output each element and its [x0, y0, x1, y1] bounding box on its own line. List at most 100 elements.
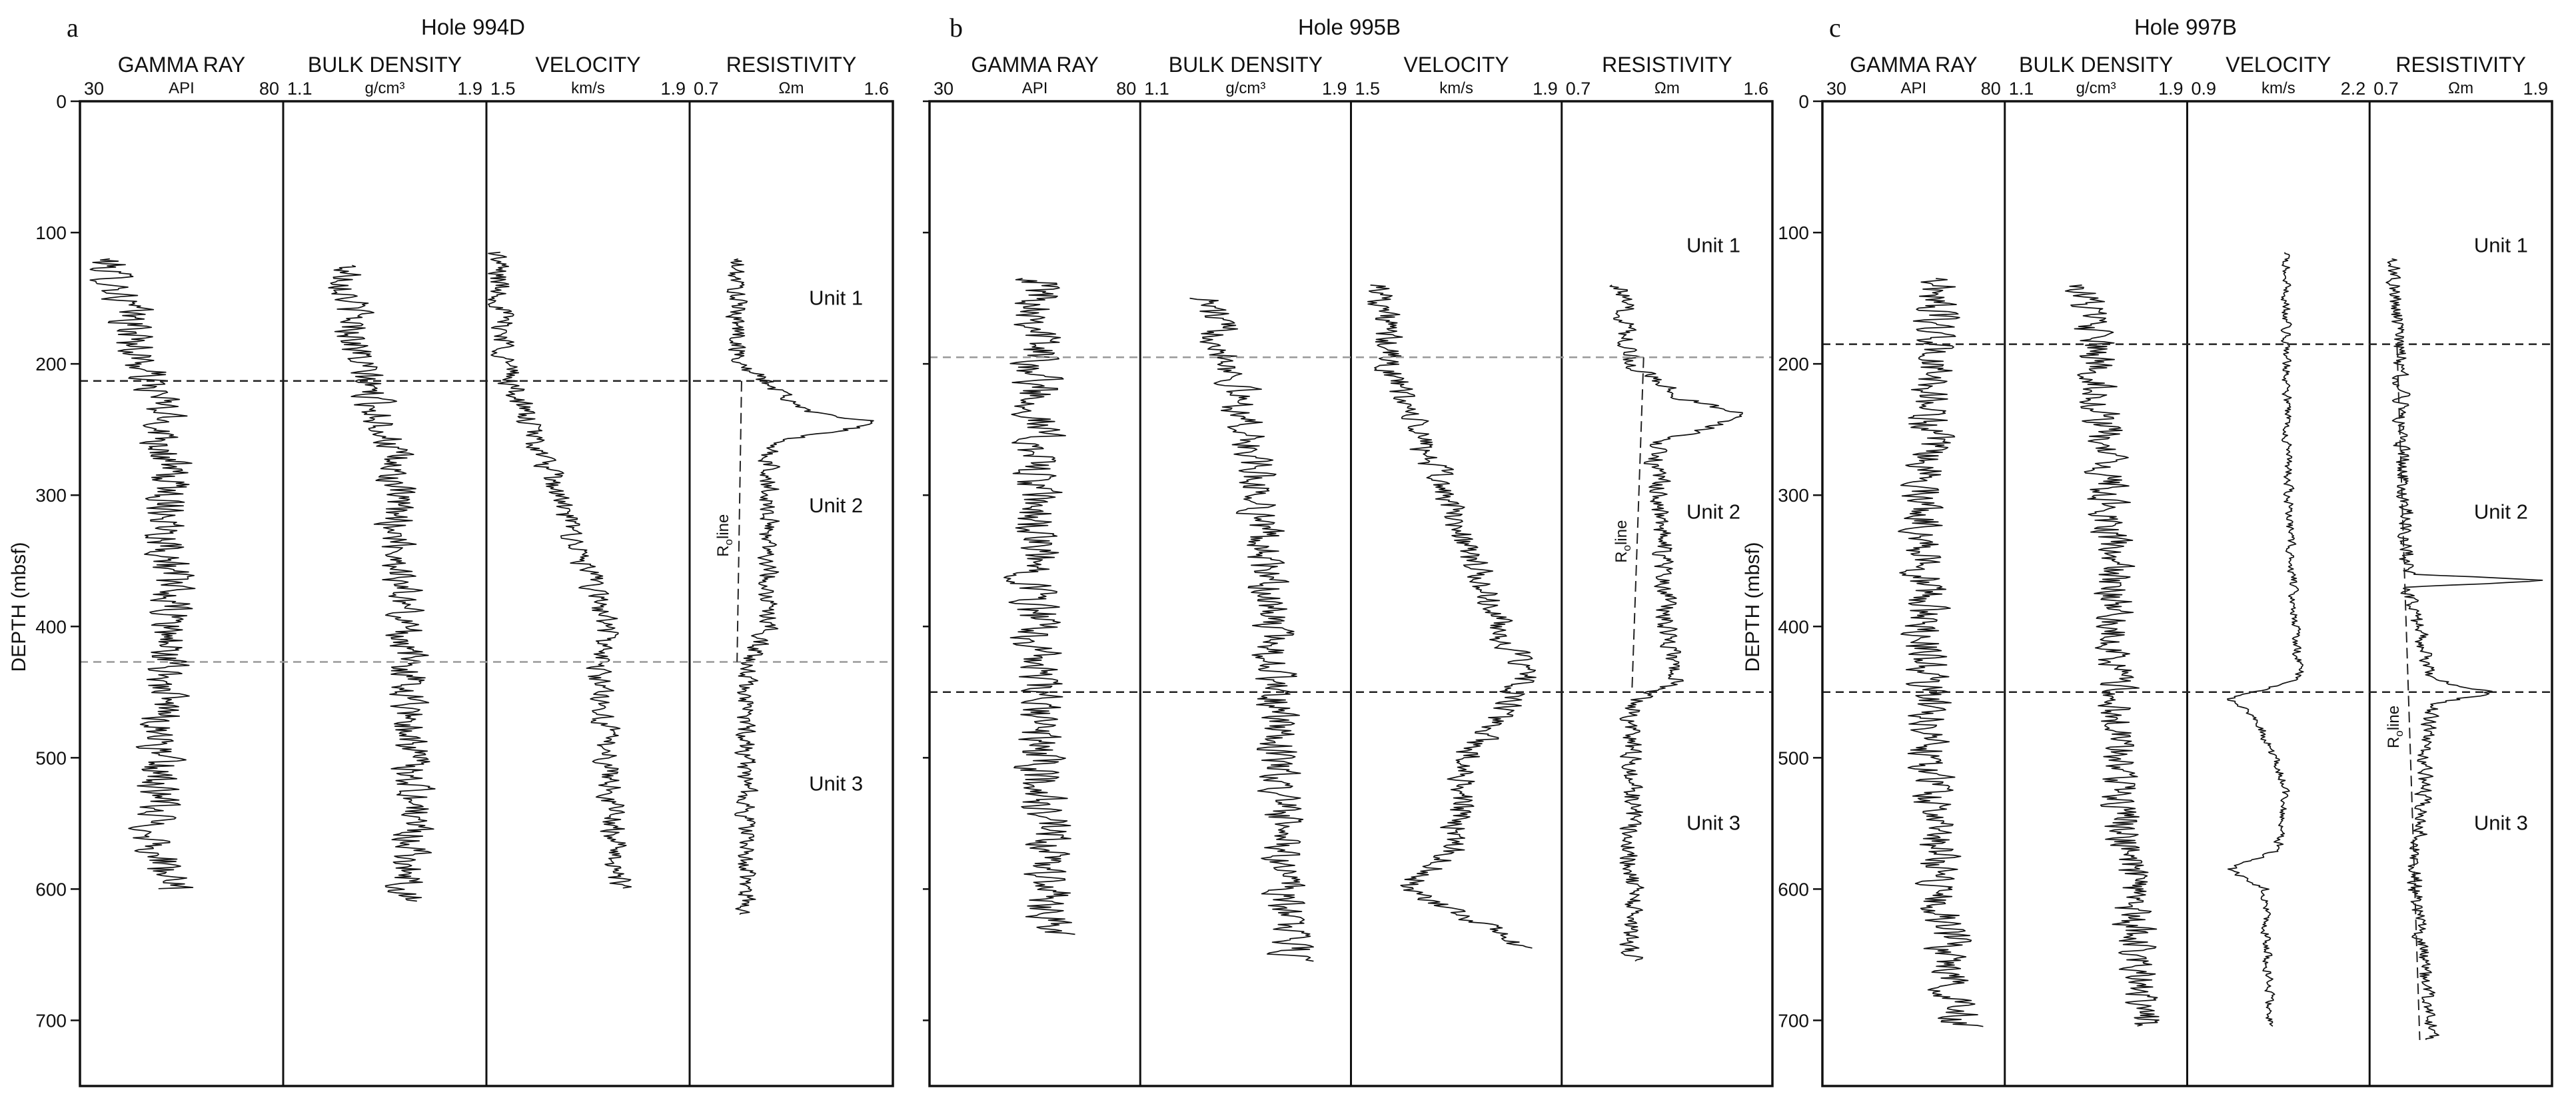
column-min: 0.9 — [2192, 79, 2217, 99]
depth-tick-label: 600 — [1778, 879, 1809, 899]
depth-tick-label: 100 — [1778, 223, 1809, 243]
log-trace — [89, 258, 196, 889]
depth-tick-label: 100 — [35, 223, 67, 243]
ro-line-suffix: line — [714, 514, 732, 539]
ro-line-subscript: o — [1620, 545, 1633, 551]
column-unit: g/cm³ — [1225, 79, 1265, 97]
unit-label: Unit 2 — [809, 494, 863, 517]
hole-title: Hole 995B — [1298, 15, 1401, 39]
panel-b: b Hole 995B GAMMA RAY API 30 80 BULK DENSITY g/… — [923, 13, 1774, 1087]
log-trace — [1367, 284, 1537, 949]
column-unit: API — [1022, 79, 1048, 97]
column-title: GAMMA RAY — [118, 53, 245, 77]
column-title: RESISTIVITY — [726, 53, 857, 77]
hole-title: Hole 997B — [2134, 15, 2237, 39]
panel-letter: c — [1829, 13, 1841, 43]
column-title: BULK DENSITY — [1169, 53, 1323, 77]
unit-label: Unit 2 — [2474, 500, 2528, 524]
depth-tick-label: 400 — [1778, 616, 1809, 637]
depth-tick-label: 700 — [35, 1010, 67, 1031]
column-max: 1.9 — [660, 79, 686, 99]
depth-tick-label: 0 — [56, 91, 67, 112]
column-max: 80 — [259, 79, 279, 99]
hole-title: Hole 994D — [421, 15, 525, 39]
column-max: 80 — [1981, 79, 2001, 99]
column-title: RESISTIVITY — [2395, 53, 2526, 77]
column-max: 80 — [1116, 79, 1136, 99]
column-min: 1.5 — [490, 79, 516, 99]
column-max: 1.9 — [457, 79, 482, 99]
ro-line-text: Roline — [2385, 706, 2405, 748]
ro-line-suffix: line — [2385, 706, 2403, 730]
column-unit: API — [1901, 79, 1927, 97]
ro-line-symbol: R — [2385, 737, 2403, 748]
column-unit: API — [169, 79, 195, 97]
ro-line-symbol: R — [1612, 551, 1630, 562]
column-title: VELOCITY — [535, 53, 640, 77]
log-trace — [328, 265, 436, 902]
log-trace — [1189, 297, 1314, 962]
column-min: 30 — [1826, 79, 1846, 99]
depth-tick-label: 700 — [1778, 1010, 1809, 1031]
column-max: 2.2 — [2341, 79, 2366, 99]
column-max: 1.6 — [1743, 79, 1768, 99]
column-title: GAMMA RAY — [1850, 53, 1977, 77]
ro-line-text: Roline — [1612, 520, 1633, 563]
column-unit: Ωm — [2448, 79, 2473, 97]
ro-line-text: Roline — [714, 514, 735, 557]
column-unit: km/s — [571, 79, 605, 97]
panel-letter: b — [950, 13, 963, 43]
column-max: 1.9 — [1322, 79, 1347, 99]
column-unit: Ωm — [1654, 79, 1680, 97]
panel-a: a Hole 994D 0 100 200 300 400 500 600 700 DEPTH (m… — [8, 13, 894, 1087]
depth-tick-label: 400 — [35, 616, 67, 637]
unit-label: Unit 3 — [2474, 812, 2528, 835]
column-unit: g/cm³ — [2076, 79, 2116, 97]
panel-frame — [79, 100, 894, 1087]
unit-label: Unit 3 — [809, 772, 863, 796]
log-trace — [1898, 278, 1984, 1027]
column-unit: km/s — [2261, 79, 2295, 97]
column-max: 1.9 — [2158, 79, 2184, 99]
column-title: VELOCITY — [2226, 53, 2331, 77]
ro-line-label: Roline — [1612, 520, 1633, 563]
depth-tick-label: 500 — [1778, 748, 1809, 768]
unit-label: Unit 1 — [1686, 234, 1740, 257]
unit-label: Unit 3 — [1686, 812, 1740, 835]
unit-label: Unit 1 — [2474, 234, 2528, 257]
column-title: GAMMA RAY — [971, 53, 1098, 77]
panel-c: c Hole 997B 0 100 200 300 400 500 600 700 DEPTH (m… — [1742, 13, 2553, 1087]
unit-label: Unit 1 — [809, 286, 863, 309]
log-trace — [2064, 284, 2160, 1027]
panel-frame — [928, 100, 1774, 1087]
column-max: 1.9 — [1533, 79, 1558, 99]
column-max: 1.9 — [2523, 79, 2548, 99]
column-min: 30 — [84, 79, 104, 99]
ro-line — [1631, 357, 1644, 692]
depth-tick-label: 200 — [1778, 354, 1809, 374]
depth-tick-label: 600 — [35, 879, 67, 899]
ro-line-subscript: o — [722, 539, 735, 545]
unit-label: Unit 2 — [1686, 500, 1740, 524]
column-min: 1.5 — [1355, 79, 1381, 99]
ro-line-subscript: o — [2393, 730, 2405, 736]
log-trace — [2385, 258, 2543, 1041]
ro-line — [2396, 344, 2421, 1041]
column-min: 1.1 — [1144, 79, 1169, 99]
ro-line-label: Roline — [2385, 706, 2405, 748]
ro-line — [736, 380, 742, 662]
ro-line-suffix: line — [1612, 520, 1630, 545]
log-trace — [1003, 278, 1075, 935]
column-max: 1.6 — [864, 79, 889, 99]
column-title: BULK DENSITY — [308, 53, 462, 77]
column-min: 0.7 — [2373, 79, 2399, 99]
column-min: 0.7 — [1566, 79, 1591, 99]
log-trace — [488, 251, 632, 889]
depth-tick-label: 0 — [1798, 91, 1809, 112]
y-axis-label: DEPTH (mbsf) — [1742, 542, 1764, 672]
log-trace — [1609, 284, 1743, 962]
depth-tick-label: 300 — [35, 485, 67, 506]
column-min: 1.1 — [2009, 79, 2034, 99]
ro-line-label: Roline — [714, 514, 735, 557]
